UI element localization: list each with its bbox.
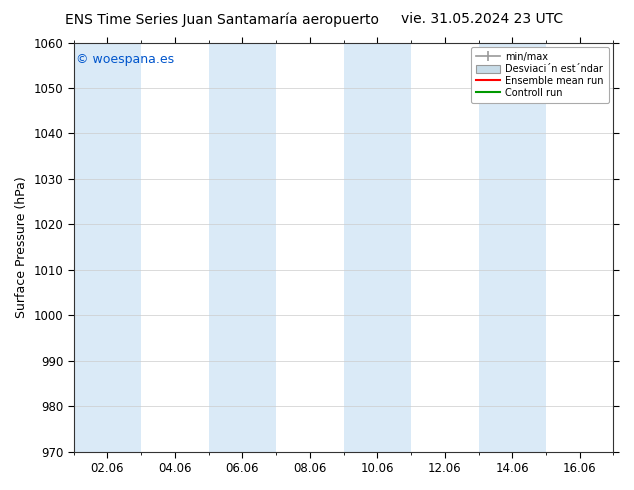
Text: © woespana.es: © woespana.es [77, 53, 174, 66]
Text: vie. 31.05.2024 23 UTC: vie. 31.05.2024 23 UTC [401, 12, 563, 26]
Bar [344, 43, 411, 452]
Bar [479, 43, 546, 452]
Y-axis label: Surface Pressure (hPa): Surface Pressure (hPa) [15, 176, 28, 318]
Text: ENS Time Series Juan Santamaría aeropuerto: ENS Time Series Juan Santamaría aeropuer… [65, 12, 379, 27]
Bar [209, 43, 276, 452]
Legend: min/max, Desviaci´n est´ndar, Ensemble mean run, Controll run: min/max, Desviaci´n est´ndar, Ensemble m… [471, 48, 609, 103]
Bar [74, 43, 141, 452]
